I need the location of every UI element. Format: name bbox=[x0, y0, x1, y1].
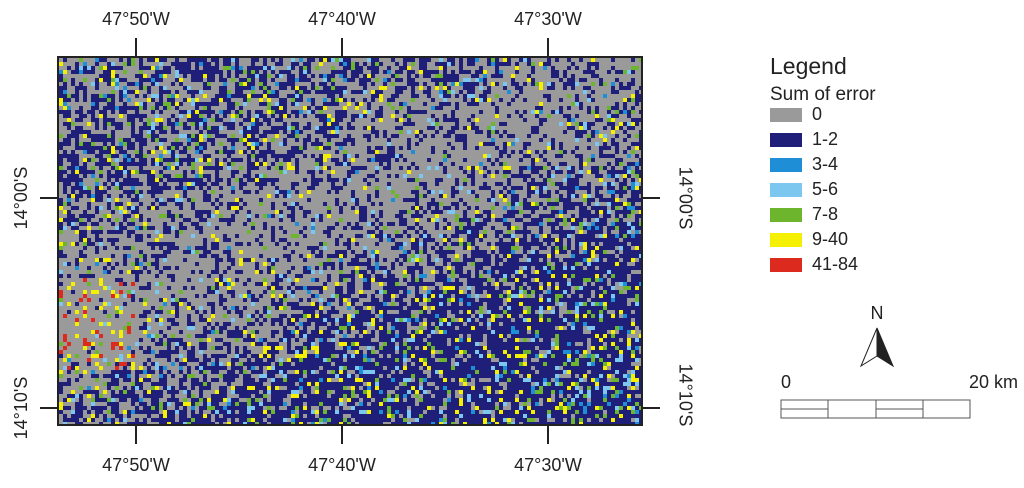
lon-label: 47°40'W bbox=[308, 9, 376, 29]
error-raster bbox=[59, 58, 643, 426]
legend-label: 3-4 bbox=[812, 154, 838, 174]
lat-label: 14°10'S bbox=[675, 364, 695, 427]
raster-class bbox=[59, 58, 643, 426]
legend-swatch bbox=[770, 133, 802, 147]
graticule-ticks bbox=[40, 38, 660, 444]
lon-label: 47°40'W bbox=[308, 455, 376, 475]
lat-label: 14°00'S bbox=[11, 167, 31, 230]
legend-label: 0 bbox=[812, 104, 822, 124]
legend-swatch bbox=[770, 158, 802, 172]
north-arrow: N bbox=[859, 303, 895, 368]
legend-swatch bbox=[770, 258, 802, 272]
legend-label: 1-2 bbox=[812, 129, 838, 149]
legend-subtitle: Sum of error bbox=[770, 84, 876, 105]
legend-title: Legend bbox=[770, 53, 847, 79]
lon-label: 47°50'W bbox=[102, 9, 170, 29]
legend-swatch bbox=[770, 208, 802, 222]
scale-end: 20 km bbox=[969, 372, 1018, 392]
legend-swatch bbox=[770, 108, 802, 122]
scale-start: 0 bbox=[781, 372, 791, 392]
lat-label: 14°00'S bbox=[675, 167, 695, 230]
legend-items: 0 1-2 3-4 5-6 7-8 9-40 41-84 bbox=[770, 104, 858, 274]
legend-label: 5-6 bbox=[812, 179, 838, 199]
lon-label: 47°50'W bbox=[102, 455, 170, 475]
raster-class bbox=[59, 58, 643, 426]
legend-label: 41-84 bbox=[812, 254, 858, 274]
lon-label: 47°30'W bbox=[514, 9, 582, 29]
legend-label: 9-40 bbox=[812, 229, 848, 249]
legend-swatch bbox=[770, 183, 802, 197]
legend-label: 7-8 bbox=[812, 204, 838, 224]
lon-label: 47°30'W bbox=[514, 455, 582, 475]
map-frame bbox=[57, 56, 643, 426]
lat-label: 14°10'S bbox=[11, 377, 31, 440]
north-label: N bbox=[871, 303, 884, 323]
scale-bar: 0 20 km bbox=[780, 372, 1018, 419]
legend-swatch bbox=[770, 233, 802, 247]
